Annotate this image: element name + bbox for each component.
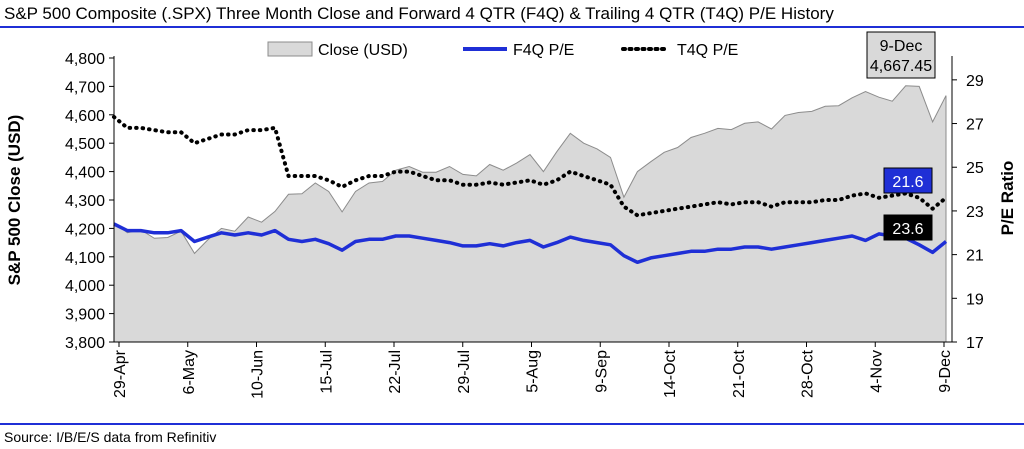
left-tick-label: 3,900: [65, 307, 105, 324]
f4q-line-series: [113, 222, 948, 265]
t4q-callout-value: 23.6: [892, 221, 923, 238]
legend-label-t4q: T4Q P/E: [677, 42, 738, 59]
f4q-callout-value: 21.6: [892, 174, 923, 191]
left-tick-label: 4,300: [65, 193, 105, 210]
right-tick-label: 21: [966, 248, 984, 265]
right-tick-label: 17: [966, 335, 984, 352]
left-tick-label: 4,400: [65, 165, 105, 182]
legend-label-f4q: F4Q P/E: [513, 42, 574, 59]
x-tick-label: 15-Jul: [318, 350, 335, 394]
x-tick-label: 21-Oct: [731, 349, 748, 398]
f4q-line: [113, 222, 948, 265]
source-note: Source: I/B/E/S data from Refinitiv: [4, 429, 216, 445]
right-axis-ticks: 17 19 21 23 25 27 29: [952, 73, 984, 352]
t4q-line-series: [112, 115, 948, 218]
left-tick-label: 4,500: [65, 136, 105, 153]
x-tick-label: 4-Nov: [868, 350, 885, 393]
date-callout-date: 9-Dec: [880, 38, 923, 55]
right-tick-label: 27: [966, 117, 984, 134]
x-tick-label: 29-Jul: [456, 350, 473, 394]
t4q-line: [112, 115, 948, 218]
legend-swatch-close: [267, 41, 313, 57]
x-axis-ticks: 29-Apr 6-May 10-Jun 15-Jul 22-Jul 29-Jul 5-Aug…: [112, 342, 954, 399]
x-tick-label: 28-Oct: [800, 349, 817, 398]
right-tick-label: 29: [966, 73, 984, 90]
left-axis-ticks: 3,800 3,900 4,000 4,100 4,200 4,300 4,400 4,500…: [65, 51, 114, 352]
date-callout: 9-Dec 4,667.45: [866, 31, 936, 79]
close-area: [113, 85, 947, 343]
t4q-callout-box: [883, 214, 933, 241]
right-tick-label: 25: [966, 160, 984, 177]
x-tick-label: 9-Dec: [937, 350, 954, 393]
left-tick-label: 3,800: [65, 335, 105, 352]
chart-title: S&P 500 Composite (.SPX) Three Month Clo…: [4, 4, 834, 23]
x-tick-label: 14-Oct: [662, 349, 679, 398]
left-tick-label: 4,000: [65, 278, 105, 295]
left-tick-label: 4,200: [65, 221, 105, 238]
x-tick-label: 6-May: [181, 350, 198, 394]
f4q-callout-box: [883, 167, 933, 194]
left-axis-title: S&P 500 Close (USD): [5, 115, 24, 286]
left-tick-label: 4,100: [65, 250, 105, 267]
date-callout-close: 4,667.45: [870, 58, 932, 75]
x-tick-label: 29-Apr: [112, 349, 129, 398]
right-axis-title: P/E Ratio: [998, 161, 1017, 236]
legend: Close (USD) F4Q P/E T4Q P/E: [267, 41, 738, 59]
x-tick-label: 10-Jun: [250, 350, 267, 399]
left-tick-label: 4,800: [65, 51, 105, 68]
x-tick-label: 5-Aug: [525, 350, 542, 393]
left-tick-label: 4,700: [65, 79, 105, 96]
right-tick-label: 19: [966, 291, 984, 308]
right-tick-label: 23: [966, 204, 984, 221]
left-tick-label: 4,600: [65, 108, 105, 125]
close-area-series: [113, 85, 947, 343]
date-callout-box: [866, 31, 936, 79]
x-tick-label: 22-Jul: [387, 350, 404, 394]
f4q-callout: 21.6: [883, 167, 933, 194]
x-tick-label: 9-Sep: [593, 350, 610, 393]
t4q-callout: 23.6: [883, 214, 933, 241]
legend-label-close: Close (USD): [318, 42, 408, 59]
